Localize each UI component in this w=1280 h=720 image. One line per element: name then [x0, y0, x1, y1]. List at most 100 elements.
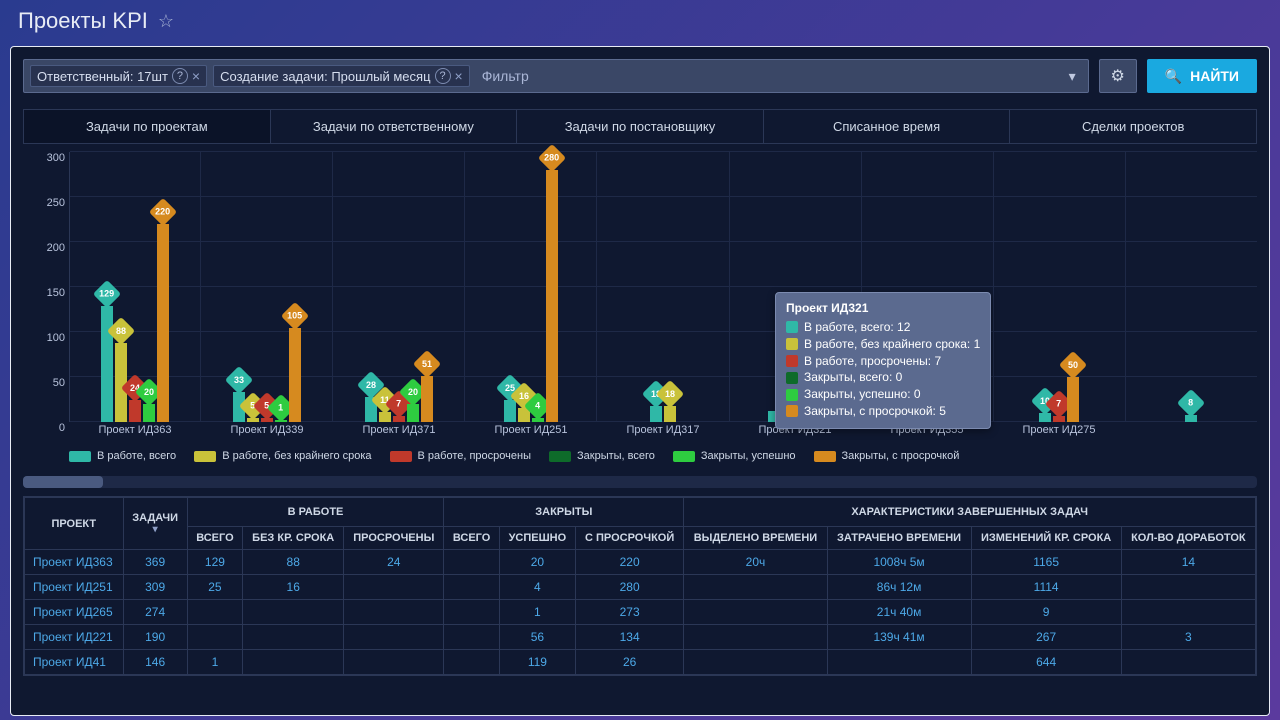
data-cell[interactable]: 1 — [499, 600, 575, 625]
legend-item[interactable]: В работе, всего — [69, 450, 176, 462]
table-header[interactable]: ВСЕГО — [444, 527, 500, 550]
table-header[interactable]: ЗАКРЫТЫ — [444, 498, 684, 527]
chart-bar[interactable]: 1 — [275, 420, 287, 422]
legend-item[interactable]: Закрыты, с просрочкой — [814, 450, 960, 462]
chart-bar[interactable]: 129 — [101, 306, 113, 422]
data-cell[interactable]: 14 — [1121, 550, 1255, 575]
tasks-cell[interactable]: 190 — [123, 625, 187, 650]
table-header[interactable]: КОЛ-ВО ДОРАБОТОК — [1121, 527, 1255, 550]
table-row[interactable]: Проект ИД265274127321ч 40м9 — [25, 600, 1256, 625]
data-cell[interactable]: 24 — [344, 550, 444, 575]
chart-bar[interactable]: 25 — [504, 400, 516, 423]
chart-bar[interactable]: 7 — [393, 416, 405, 422]
project-cell[interactable]: Проект ИД363 — [25, 550, 124, 575]
data-cell[interactable]: 1008ч 5м — [827, 550, 971, 575]
data-cell[interactable]: 139ч 41м — [827, 625, 971, 650]
table-header[interactable]: БЕЗ КР. СРОКА — [243, 527, 344, 550]
chart-bar[interactable]: 5 — [261, 418, 273, 423]
filter-chip[interactable]: Создание задачи: Прошлый месяц ? × — [213, 65, 470, 87]
favorite-star-icon[interactable]: ☆ — [158, 11, 174, 32]
data-cell[interactable]: 644 — [971, 650, 1121, 675]
tab[interactable]: Задачи по постановщику — [517, 110, 764, 143]
table-header[interactable]: ХАРАКТЕРИСТИКИ ЗАВЕРШЕННЫХ ЗАДАЧ — [684, 498, 1256, 527]
tab[interactable]: Списанное время — [764, 110, 1011, 143]
chart-category[interactable]: 129882420220 — [69, 152, 201, 422]
tasks-cell[interactable]: 274 — [123, 600, 187, 625]
data-cell[interactable]: 9 — [971, 600, 1121, 625]
sort-desc-icon[interactable]: ▾ — [132, 524, 179, 535]
data-cell[interactable]: 88 — [243, 550, 344, 575]
data-cell[interactable]: 86ч 12м — [827, 575, 971, 600]
tasks-cell[interactable]: 146 — [123, 650, 187, 675]
tab[interactable]: Задачи по проектам — [24, 110, 271, 143]
table-row[interactable]: Проект ИД2513092516428086ч 12м1114 — [25, 575, 1256, 600]
data-cell[interactable]: 21ч 40м — [827, 600, 971, 625]
data-cell[interactable]: 3 — [1121, 625, 1255, 650]
data-cell[interactable]: 134 — [575, 625, 683, 650]
data-cell[interactable]: 119 — [499, 650, 575, 675]
data-cell[interactable]: 16 — [243, 575, 344, 600]
data-cell[interactable]: 20 — [499, 550, 575, 575]
filter-chip[interactable]: Ответственный: 17шт ? × — [30, 65, 207, 87]
chart-bar[interactable]: 280 — [546, 170, 558, 422]
chart-scrollbar[interactable] — [23, 476, 1257, 488]
chart-bar[interactable]: 24 — [129, 400, 141, 422]
data-cell[interactable]: 1 — [187, 650, 243, 675]
chart-bar[interactable]: 10 — [1039, 413, 1051, 422]
tab[interactable]: Сделки проектов — [1010, 110, 1256, 143]
chart-bar[interactable]: 8 — [1185, 415, 1197, 422]
chart-category[interactable]: 10750 — [994, 152, 1126, 422]
data-cell[interactable]: 20ч — [684, 550, 827, 575]
data-cell[interactable]: 280 — [575, 575, 683, 600]
data-cell[interactable]: 273 — [575, 600, 683, 625]
project-cell[interactable]: Проект ИД251 — [25, 575, 124, 600]
project-cell[interactable]: Проект ИД221 — [25, 625, 124, 650]
data-cell[interactable]: 26 — [575, 650, 683, 675]
table-header[interactable]: С ПРОСРОЧКОЙ — [575, 527, 683, 550]
filter-chip-help-icon[interactable]: ? — [172, 68, 188, 84]
chevron-down-icon[interactable]: ▾ — [1063, 68, 1082, 85]
chart-bar[interactable]: 20 — [143, 404, 155, 422]
chart-bar[interactable]: 7 — [1053, 416, 1065, 422]
data-cell[interactable]: 129 — [187, 550, 243, 575]
table-row[interactable]: Проект ИД221190 56134 139ч 41м2673 — [25, 625, 1256, 650]
settings-button[interactable]: ⚙ — [1099, 59, 1137, 93]
chart-category[interactable]: 33551105 — [201, 152, 333, 422]
chart-bar[interactable]: 105 — [289, 328, 301, 423]
tab[interactable]: Задачи по ответственному — [271, 110, 518, 143]
table-header[interactable]: ЗАДАЧИ▾ — [123, 498, 187, 550]
tasks-cell[interactable]: 309 — [123, 575, 187, 600]
table-row[interactable]: Проект ИД41146111926644 — [25, 650, 1256, 675]
data-cell[interactable]: 220 — [575, 550, 683, 575]
legend-item[interactable]: Закрыты, всего — [549, 450, 655, 462]
chart-bar[interactable]: 51 — [421, 376, 433, 422]
chart-category[interactable]: 25164280 — [465, 152, 597, 422]
data-cell[interactable]: 267 — [971, 625, 1121, 650]
tasks-cell[interactable]: 369 — [123, 550, 187, 575]
table-header[interactable]: ВЫДЕЛЕНО ВРЕМЕНИ — [684, 527, 827, 550]
filter-box[interactable]: Ответственный: 17шт ? × Создание задачи:… — [23, 59, 1089, 93]
chart-category[interactable]: 281172051 — [333, 152, 465, 422]
table-header[interactable]: ИЗМЕНЕНИЙ КР. СРОКА — [971, 527, 1121, 550]
table-header[interactable]: ПРОСРОЧЕНЫ — [344, 527, 444, 550]
data-cell[interactable]: 1165 — [971, 550, 1121, 575]
find-button[interactable]: 🔍 НАЙТИ — [1147, 59, 1257, 93]
filter-chip-remove-icon[interactable]: × — [192, 68, 200, 84]
data-cell[interactable]: 1114 — [971, 575, 1121, 600]
table-header[interactable]: УСПЕШНО — [499, 527, 575, 550]
legend-item[interactable]: В работе, без крайнего срока — [194, 450, 371, 462]
chart-bar[interactable]: 5 — [247, 418, 259, 423]
table-header[interactable]: ЗАТРАЧЕНО ВРЕМЕНИ — [827, 527, 971, 550]
chart-scrollbar-thumb[interactable] — [23, 476, 103, 488]
chart-category[interactable]: 1818 — [597, 152, 729, 422]
data-cell[interactable]: 56 — [499, 625, 575, 650]
chart-bar[interactable]: 18 — [664, 406, 676, 422]
chart-bar[interactable]: 20 — [407, 404, 419, 422]
table-header[interactable]: В РАБОТЕ — [187, 498, 444, 527]
data-cell[interactable]: 4 — [499, 575, 575, 600]
chart-bar[interactable]: 220 — [157, 224, 169, 422]
legend-item[interactable]: В работе, просрочены — [390, 450, 531, 462]
chart-bar[interactable]: 50 — [1067, 377, 1079, 422]
chart-category[interactable]: 8 — [1126, 152, 1257, 422]
chart-bar[interactable]: 18 — [650, 406, 662, 422]
